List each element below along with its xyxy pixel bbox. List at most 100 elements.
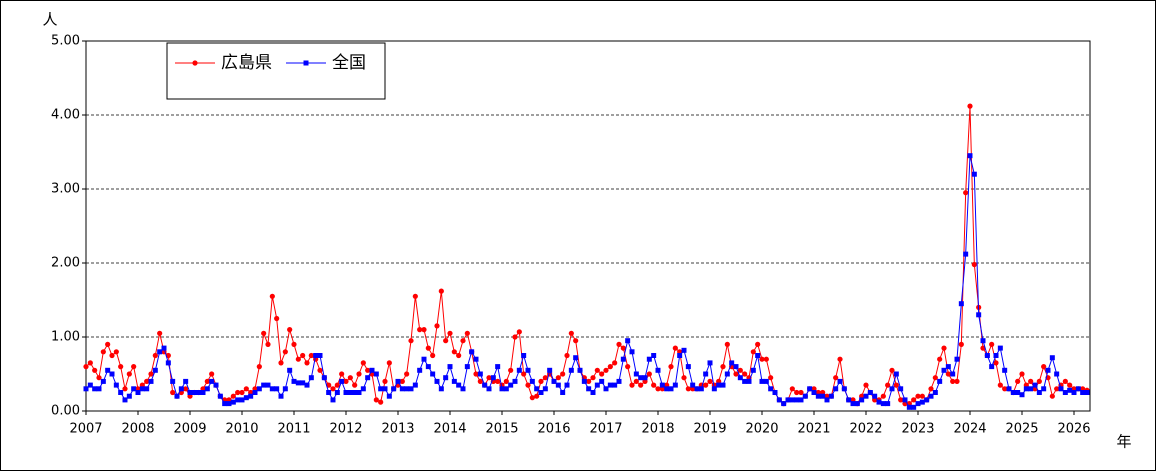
point: [989, 364, 995, 370]
point: [798, 397, 804, 403]
x-tick-label: 2012: [329, 422, 362, 437]
y-axis-label: 人: [42, 11, 57, 29]
point: [950, 378, 956, 384]
y-tick-label: 1.00: [51, 330, 80, 345]
point: [100, 378, 106, 384]
point: [178, 386, 184, 392]
point: [196, 390, 202, 395]
point: [365, 367, 371, 373]
point: [573, 355, 579, 361]
point: [1036, 390, 1042, 395]
point: [872, 393, 878, 399]
point: [651, 382, 657, 388]
y-tick-label: 3.00: [51, 182, 80, 197]
point: [638, 375, 644, 381]
point: [87, 360, 93, 366]
point: [352, 390, 358, 395]
point: [971, 261, 977, 268]
point: [287, 327, 293, 333]
point: [542, 375, 548, 381]
point: [763, 378, 769, 384]
point: [638, 382, 644, 388]
point: [291, 341, 297, 347]
point: [911, 404, 917, 410]
point: [92, 386, 98, 392]
point: [464, 364, 470, 370]
point: [984, 353, 990, 358]
point: [603, 386, 609, 392]
point: [1028, 386, 1034, 392]
point: [161, 345, 167, 351]
point: [378, 399, 384, 405]
point: [880, 401, 886, 407]
point: [885, 401, 891, 407]
point: [937, 378, 943, 384]
point: [919, 399, 925, 405]
point: [724, 371, 730, 377]
point: [243, 386, 249, 392]
point: [655, 386, 661, 392]
point: [152, 352, 158, 359]
point: [1002, 367, 1008, 373]
x-tick-label: 2009: [173, 422, 206, 437]
point: [1006, 386, 1012, 392]
point: [295, 356, 301, 362]
point: [100, 349, 106, 355]
point: [421, 356, 427, 362]
point: [794, 397, 800, 403]
point: [833, 386, 839, 392]
point: [807, 386, 813, 392]
point: [1054, 386, 1060, 392]
point: [521, 353, 527, 358]
point: [131, 364, 137, 370]
point: [755, 341, 761, 347]
point: [204, 378, 210, 384]
point: [967, 103, 973, 109]
point: [681, 375, 687, 381]
point: [889, 367, 895, 373]
point: [417, 367, 423, 373]
point: [438, 288, 444, 294]
x-tick-label: 2011: [277, 422, 310, 437]
x-tick-label: 2020: [745, 422, 778, 437]
point: [958, 341, 964, 347]
point: [854, 401, 860, 407]
point: [560, 371, 566, 377]
point: [330, 386, 336, 392]
point: [503, 378, 509, 384]
point: [391, 386, 397, 392]
point: [568, 330, 574, 336]
point: [720, 382, 726, 388]
point: [252, 390, 258, 395]
point: [685, 386, 691, 392]
point: [733, 364, 739, 370]
point: [932, 390, 938, 395]
point: [659, 382, 665, 388]
legend-box: [166, 42, 386, 100]
point: [672, 345, 678, 351]
point: [386, 360, 392, 366]
point: [768, 375, 774, 381]
point: [672, 382, 678, 388]
point: [742, 378, 748, 384]
point: [469, 349, 475, 355]
point: [789, 386, 795, 392]
point: [347, 375, 353, 381]
point: [802, 393, 808, 399]
point: [230, 393, 236, 399]
point: [152, 367, 158, 373]
point: [928, 386, 934, 392]
point: [538, 378, 544, 384]
point: [451, 378, 457, 384]
point: [456, 382, 462, 388]
y-tick-label: 2.00: [51, 256, 80, 271]
point: [716, 382, 722, 388]
point: [222, 401, 228, 407]
point: [347, 390, 353, 395]
point: [213, 382, 219, 388]
x-tick-label: 2021: [797, 422, 830, 437]
point: [447, 364, 453, 370]
point: [898, 386, 904, 392]
point: [386, 393, 392, 399]
point: [282, 349, 288, 355]
